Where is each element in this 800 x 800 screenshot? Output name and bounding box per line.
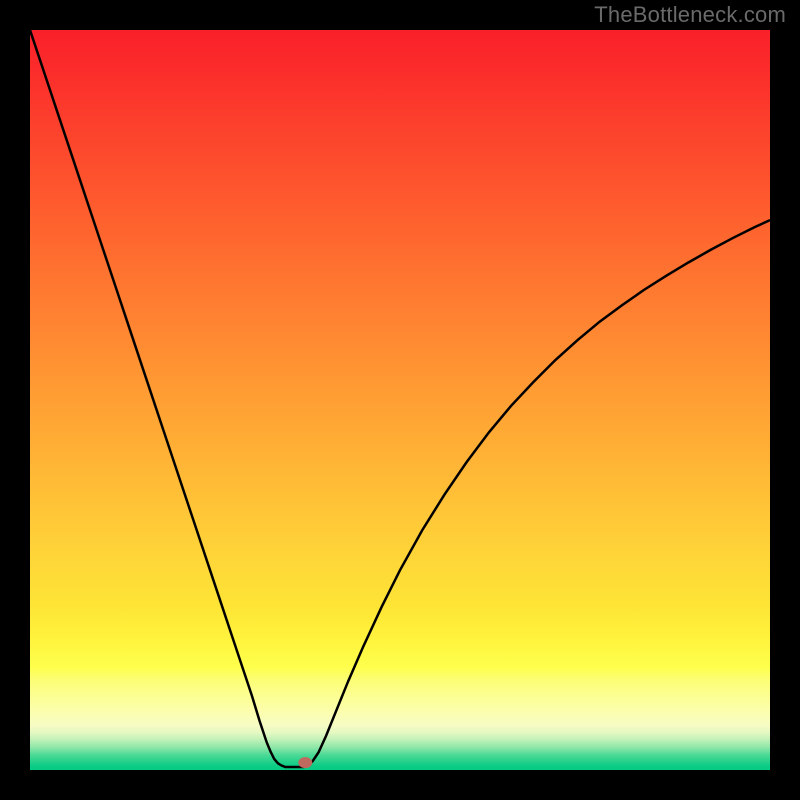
watermark-text: TheBottleneck.com — [594, 2, 786, 28]
optimal-point-marker — [298, 757, 312, 768]
chart-plot-area — [30, 30, 770, 770]
bottleneck-chart — [30, 30, 770, 770]
chart-background — [30, 30, 770, 770]
